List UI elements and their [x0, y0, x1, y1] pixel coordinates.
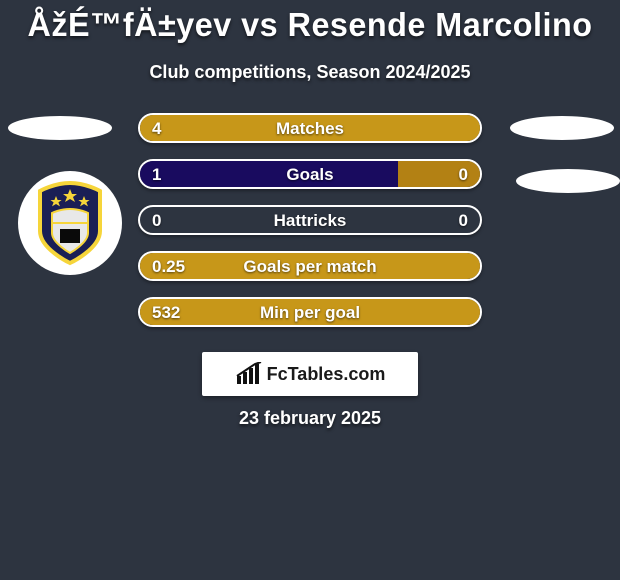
stat-label: Goals — [140, 161, 480, 187]
left-team-badge — [18, 171, 122, 275]
comparison-bars: 4 Matches 1 Goals 0 0 Hattricks 0 0.25 G… — [138, 113, 482, 343]
generated-date: 23 february 2025 — [0, 408, 620, 429]
promo-text: FcTables.com — [267, 364, 386, 385]
stat-label: Goals per match — [140, 253, 480, 279]
stat-row-goals: 1 Goals 0 — [138, 159, 482, 189]
club-shield-icon — [32, 179, 108, 267]
stat-right-value: 0 — [459, 161, 468, 187]
stat-right-value: 0 — [459, 207, 468, 233]
comparison-subtitle: Club competitions, Season 2024/2025 — [0, 62, 620, 83]
stat-label: Matches — [140, 115, 480, 141]
stat-label: Min per goal — [140, 299, 480, 325]
stat-row-hattricks: 0 Hattricks 0 — [138, 205, 482, 235]
stat-row-min-per-goal: 532 Min per goal — [138, 297, 482, 327]
comparison-title: ÅžÉ™fÄ±yev vs Resende Marcolino — [6, 0, 614, 44]
placeholder-ellipse — [516, 169, 620, 193]
stat-row-matches: 4 Matches — [138, 113, 482, 143]
comparison-stage: 4 Matches 1 Goals 0 0 Hattricks 0 0.25 G… — [0, 113, 620, 373]
bar-chart-icon — [235, 362, 263, 386]
placeholder-ellipse — [8, 116, 112, 140]
placeholder-ellipse — [510, 116, 614, 140]
stat-label: Hattricks — [140, 207, 480, 233]
stat-row-goals-per-match: 0.25 Goals per match — [138, 251, 482, 281]
promo-badge: FcTables.com — [202, 352, 418, 396]
